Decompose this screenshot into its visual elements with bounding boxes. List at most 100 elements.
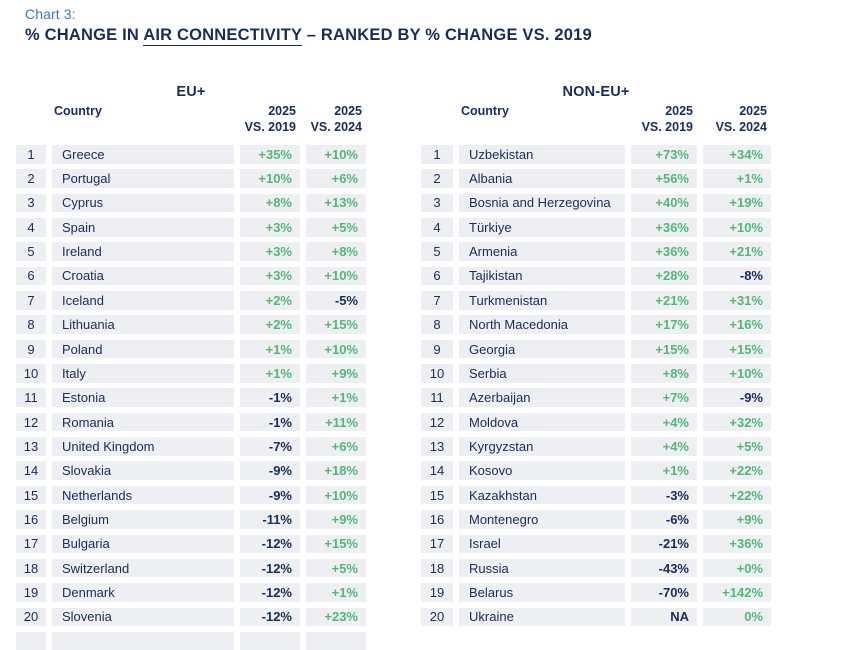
value-vs2019-cell: +7% bbox=[631, 388, 697, 407]
country-cell: Italy bbox=[52, 364, 234, 383]
value-vs2019-cell: +3% bbox=[240, 242, 300, 261]
value-vs2019-cell: +36% bbox=[631, 242, 697, 261]
rank-cell: 20 bbox=[421, 607, 453, 627]
country-cell: Serbia bbox=[459, 364, 625, 383]
rank-cell: 6 bbox=[16, 266, 46, 286]
value-vs2024-cell: +18% bbox=[306, 461, 366, 480]
value-vs2024-cell: +10% bbox=[703, 364, 771, 383]
value-vs2024-cell: 0% bbox=[703, 607, 771, 627]
country-cell: Romania bbox=[52, 412, 234, 432]
value-vs2024-cell: +9% bbox=[306, 364, 366, 383]
value-vs2024-cell: +5% bbox=[306, 218, 366, 237]
value-vs2019-cell: -21% bbox=[631, 534, 697, 553]
rank-cell: 8 bbox=[421, 315, 453, 334]
value-vs2024-cell: +13% bbox=[306, 193, 366, 213]
country-cell: Lithuania bbox=[52, 315, 234, 334]
country-cell: Russia bbox=[459, 558, 625, 578]
value-vs2024-cell: +8% bbox=[306, 242, 366, 261]
value-vs2019-cell: -11% bbox=[240, 510, 300, 529]
vs2024-header-line2: VS. 2024 bbox=[715, 119, 767, 134]
rank-cell: 8 bbox=[16, 315, 46, 334]
rank-cell: 6 bbox=[421, 266, 453, 286]
table-body-eu: 1 Greece +35% +10% 2 Portugal +10% +6% 3 Cyprus +8… bbox=[16, 145, 366, 650]
country-cell: Greece bbox=[52, 145, 234, 164]
title-underlined-term: AIR CONNECTIVITY bbox=[143, 26, 302, 46]
rank-cell: 3 bbox=[16, 193, 46, 213]
rank-cell: 5 bbox=[16, 242, 46, 261]
vs2019-header-line1: 2025 bbox=[665, 104, 693, 118]
rank-cell: 12 bbox=[16, 412, 46, 432]
value-vs2019-cell: -43% bbox=[631, 558, 697, 578]
country-cell: Denmark bbox=[52, 583, 234, 602]
value-vs2019-cell: -1% bbox=[240, 388, 300, 407]
country-cell: United Kingdom bbox=[52, 437, 234, 456]
rank-cell: 4 bbox=[421, 218, 453, 237]
rank-cell: 2 bbox=[421, 169, 453, 188]
value-vs2024-cell: +15% bbox=[703, 339, 771, 359]
country-cell: Israel bbox=[459, 534, 625, 553]
value-vs2019-cell: +8% bbox=[631, 364, 697, 383]
rank-cell: 1 bbox=[421, 145, 453, 164]
rank-cell: 4 bbox=[16, 218, 46, 237]
value-vs2024-cell: +21% bbox=[703, 242, 771, 261]
rank-cell: 1 bbox=[16, 145, 46, 164]
value-vs2019-cell: +15% bbox=[631, 339, 697, 359]
column-header-row: Country 2025 VS. 2019 2025 VS. 2024 bbox=[16, 104, 366, 135]
value-vs2024-cell: +11% bbox=[306, 412, 366, 432]
page-title: % CHANGE IN AIR CONNECTIVITY – RANKED BY… bbox=[25, 26, 592, 46]
value-vs2019-cell: -1% bbox=[240, 412, 300, 432]
country-cell: Kazakhstan bbox=[459, 485, 625, 505]
country-cell: Portugal bbox=[52, 169, 234, 188]
rank-cell: 15 bbox=[421, 485, 453, 505]
rank-cell: 18 bbox=[16, 558, 46, 578]
country-cell: Armenia bbox=[459, 242, 625, 261]
column-header-row: Country 2025 VS. 2019 2025 VS. 2024 bbox=[421, 104, 771, 135]
value-vs2024-cell: +34% bbox=[703, 145, 771, 164]
value-vs2024-cell: +6% bbox=[306, 437, 366, 456]
rank-cell: 18 bbox=[421, 558, 453, 578]
value-vs2019-cell: -3% bbox=[631, 485, 697, 505]
country-cell: North Macedonia bbox=[459, 315, 625, 334]
rank-cell: 7 bbox=[16, 291, 46, 310]
vs2024-header-line1: 2025 bbox=[739, 104, 767, 118]
country-cell: Moldova bbox=[459, 412, 625, 432]
table-body-non-eu: 1 Uzbekistan +73% +34% 2 Albania +56% +1% 3 Bosni… bbox=[421, 145, 771, 627]
rank-cell: 17 bbox=[16, 534, 46, 553]
title-suffix: – RANKED BY % CHANGE VS. 2019 bbox=[301, 26, 592, 44]
value-vs2019-cell: +1% bbox=[240, 339, 300, 359]
value-vs2019-cell: +36% bbox=[631, 218, 697, 237]
rank-cell: 9 bbox=[421, 339, 453, 359]
value-vs2024-cell: +0% bbox=[703, 558, 771, 578]
value-vs2024-cell: +19% bbox=[703, 193, 771, 213]
value-vs2024-cell: +22% bbox=[703, 485, 771, 505]
country-cell: Belgium bbox=[52, 510, 234, 529]
rank-cell: 16 bbox=[421, 510, 453, 529]
value-vs2024-cell: +23% bbox=[306, 607, 366, 627]
country-cell: Uzbekistan bbox=[459, 145, 625, 164]
country-cell: Cyprus bbox=[52, 193, 234, 213]
rank-cell: 16 bbox=[16, 510, 46, 529]
value-vs2024-cell: +9% bbox=[703, 510, 771, 529]
country-cell: Switzerland bbox=[52, 558, 234, 578]
rank-cell: 12 bbox=[421, 412, 453, 432]
vs2024-column-header: 2025 VS. 2024 bbox=[703, 104, 771, 135]
value-vs2019-cell: +3% bbox=[240, 266, 300, 286]
value-vs2024-cell: +1% bbox=[306, 583, 366, 602]
rank-cell: 10 bbox=[16, 364, 46, 383]
value-vs2019-cell: -70% bbox=[631, 583, 697, 602]
rank-cell: 14 bbox=[421, 461, 453, 480]
country-cell: Azerbaijan bbox=[459, 388, 625, 407]
value-vs2019-cell: +4% bbox=[631, 437, 697, 456]
country-column-header: Country bbox=[461, 104, 509, 118]
rank-cell: 15 bbox=[16, 485, 46, 505]
value-vs2019-cell: -12% bbox=[240, 607, 300, 627]
rank-cell: 7 bbox=[421, 291, 453, 310]
chart-number-label: Chart 3: bbox=[25, 6, 76, 22]
rank-cell: 19 bbox=[421, 583, 453, 602]
value-vs2024-cell: +1% bbox=[306, 388, 366, 407]
rank-cell: 14 bbox=[16, 461, 46, 480]
value-vs2024-cell: -8% bbox=[703, 266, 771, 286]
rank-cell: 5 bbox=[421, 242, 453, 261]
value-vs2019-cell: +2% bbox=[240, 291, 300, 310]
value-vs2024-cell: -5% bbox=[306, 291, 366, 310]
